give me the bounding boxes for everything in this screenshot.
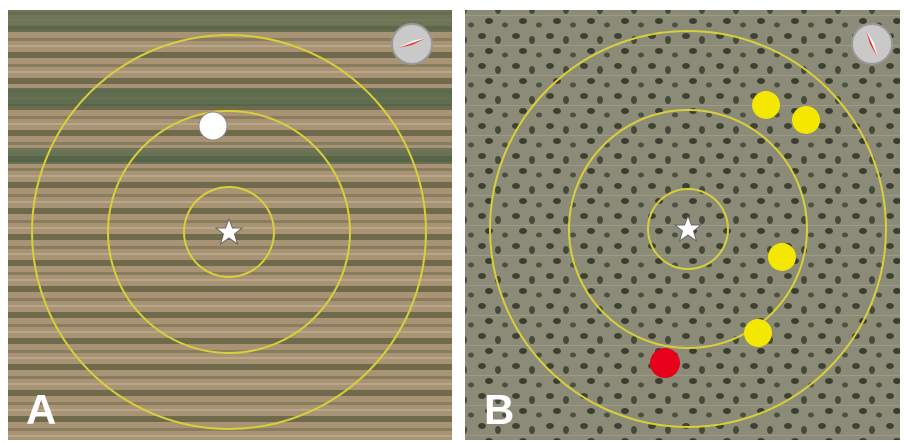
panel-b: B xyxy=(465,10,900,440)
panel-label: A xyxy=(26,386,56,433)
yellow-dot xyxy=(744,319,772,347)
panel-a: A xyxy=(8,10,452,440)
green-band xyxy=(8,148,452,164)
yellow-dot xyxy=(752,91,780,119)
page: {"panels": [{"label": "A"}, {"label": "B… xyxy=(0,0,904,442)
body: A B (() => { const data = JSON.parse(doc… xyxy=(0,0,904,442)
white-dot xyxy=(199,112,227,140)
panel-label: B xyxy=(484,386,514,433)
red-dot xyxy=(650,348,680,378)
green-band xyxy=(8,88,452,106)
green-band xyxy=(8,10,452,30)
figure: A B xyxy=(0,0,904,442)
yellow-dot xyxy=(768,243,796,271)
yellow-dot xyxy=(792,106,820,134)
